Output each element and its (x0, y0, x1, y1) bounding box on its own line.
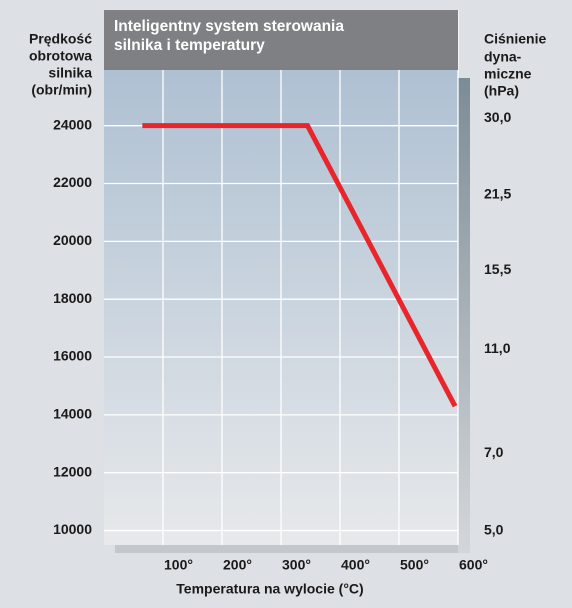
x-tick-label: 200° (223, 557, 252, 573)
chart-title: Inteligentny system sterowania (114, 18, 344, 35)
title-box (104, 10, 458, 70)
y-tick-label: 22000 (53, 174, 92, 190)
y2-axis-label: dyna- (484, 49, 522, 65)
x-tick-label: 600° (459, 557, 488, 573)
y-tick-label: 12000 (53, 463, 92, 479)
data-line (142, 123, 458, 408)
x-tick-label: 500° (400, 557, 429, 573)
x-axis-label: Temperatura na wylocie (°C) (176, 581, 363, 597)
y2-tick-label: 5,0 (484, 521, 504, 537)
y2-axis-label: (hPa) (484, 83, 519, 99)
y-axis-label: (obr/min) (31, 82, 92, 98)
y2-tick-label: 15,5 (484, 261, 511, 277)
y-tick-label: 16000 (53, 348, 92, 364)
y-axis-label: Prędkość (29, 31, 92, 47)
y-tick-label: 24000 (53, 116, 92, 132)
y-tick-label: 14000 (53, 406, 92, 422)
y2-axis-label: Ciśnienie (484, 31, 546, 47)
y2-tick-label: 30,0 (484, 109, 511, 125)
plot-shadow (115, 545, 470, 553)
y2-tick-label: 21,5 (484, 186, 511, 202)
y-axis-label: obrotowa (29, 48, 92, 64)
y-tick-label: 18000 (53, 290, 92, 306)
y2-axis-label: miczne (484, 66, 532, 82)
x-tick-label: 100° (164, 557, 193, 573)
y2-axis-bar (458, 78, 470, 553)
y-axis-label: silnika (48, 65, 92, 81)
y2-tick-label: 11,0 (484, 340, 511, 356)
y-tick-label: 10000 (53, 521, 92, 537)
x-tick-label: 300° (282, 557, 311, 573)
y-tick-label: 20000 (53, 232, 92, 248)
y2-tick-label: 7,0 (484, 444, 504, 460)
x-tick-label: 400° (341, 557, 370, 573)
chart-title: silnika i temperatury (114, 37, 265, 54)
